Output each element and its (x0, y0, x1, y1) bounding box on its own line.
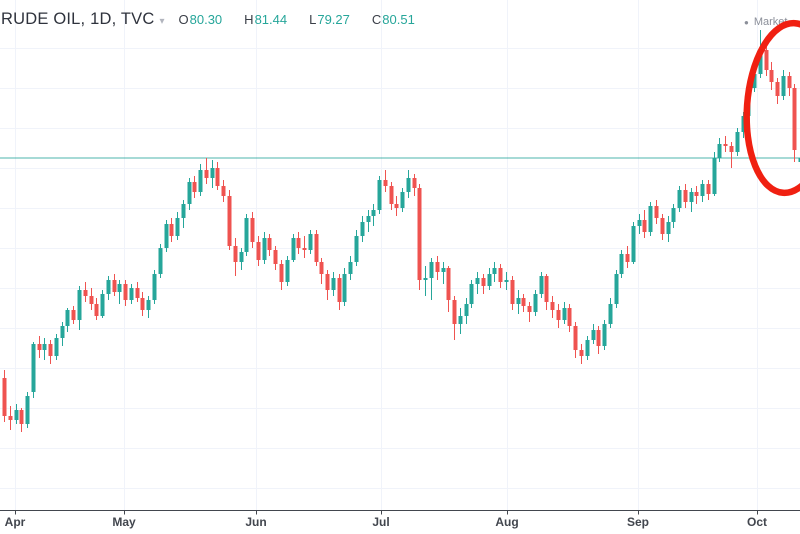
chevron-down-icon[interactable]: ▾ (159, 16, 165, 27)
chart-legend: RUDE OIL, 1D, TVC ▾ O80.30 H81.44 L79.27… (1, 10, 437, 29)
ohlc-high: H81.44 (244, 12, 288, 27)
ohlc-open: O80.30 (178, 12, 223, 27)
axis-label-apr: Apr (5, 515, 26, 529)
axis-label-may: May (112, 515, 136, 529)
axis-label-sep: Sep (627, 515, 649, 529)
market-status-label: Market (753, 16, 788, 28)
candles (2, 30, 800, 433)
ohlc-close: C80.51 (371, 12, 415, 27)
time-axis[interactable]: Apr May Jun Jul Aug Sep Oct (0, 510, 800, 530)
grid-lines (0, 0, 800, 510)
axis-label-oct: Oct (747, 515, 767, 529)
axis-label-jun: Jun (245, 515, 266, 529)
ohlc-values: O80.30 H81.44 L79.27 C80.51 (179, 12, 437, 27)
symbol-title[interactable]: RUDE OIL, 1D, TVC (1, 10, 155, 28)
status-dot-icon: ● (744, 17, 749, 27)
market-status[interactable]: ● Market (744, 16, 787, 28)
axis-label-jul: Jul (372, 515, 389, 529)
ohlc-low: L79.27 (309, 12, 350, 27)
axis-label-aug: Aug (495, 515, 518, 529)
